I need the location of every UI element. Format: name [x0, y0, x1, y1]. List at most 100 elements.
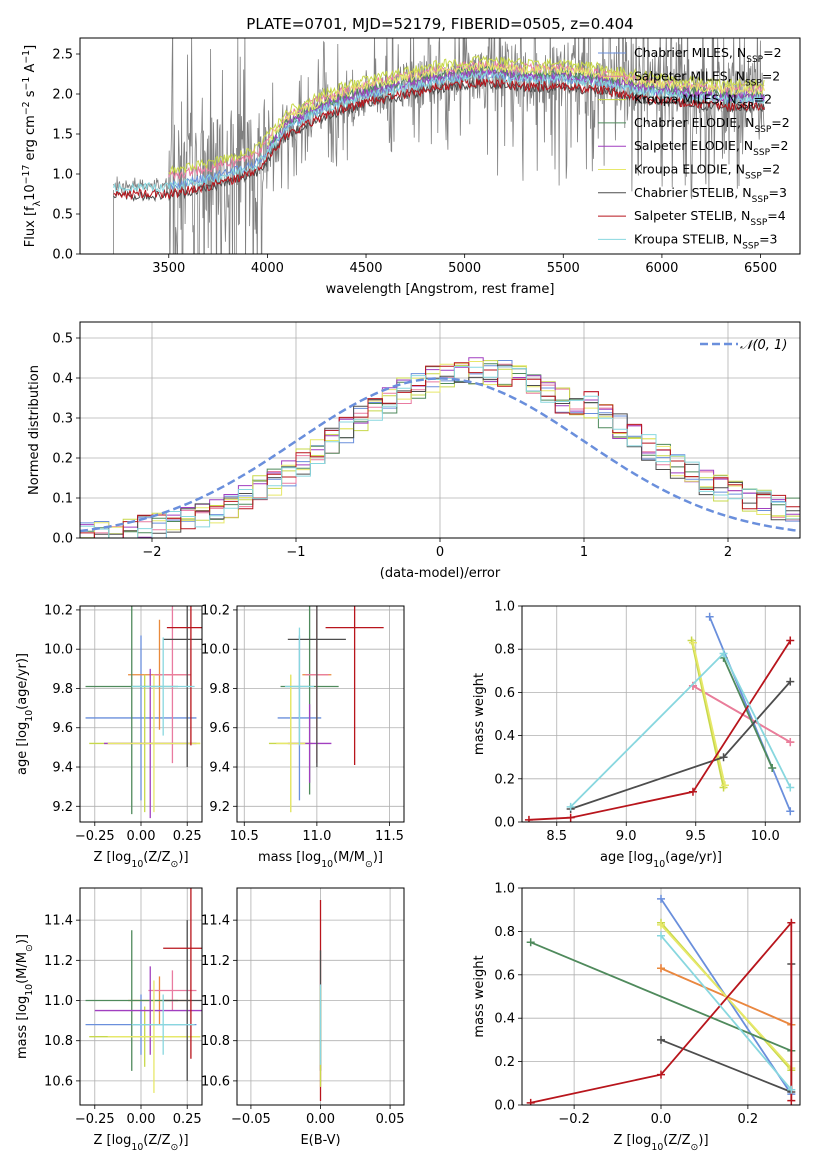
- y-axis-label-main: mass [log: [15, 996, 30, 1059]
- x-axis-label-main: (data-model)/error: [380, 566, 501, 581]
- x-tick-label: 5000: [448, 261, 481, 276]
- y-axis-label-units: erg cm: [23, 115, 38, 164]
- x-axis-label-close: )]: [373, 850, 383, 865]
- y-tick-label: 0.5: [52, 208, 73, 223]
- figure-title: PLATE=0701, MJD=52179, FIBERID=0505, z=0…: [246, 15, 633, 33]
- y-tick-label: 2.5: [52, 48, 73, 63]
- plot-area: [113, 38, 765, 254]
- legend-label-tail: =2: [763, 45, 781, 60]
- y-tick-label: 0.0: [52, 532, 73, 547]
- y-tick-label: 0.1: [52, 492, 73, 507]
- y-axis-label-main: Normed distribution: [27, 365, 42, 495]
- y-tick-label: 0.5: [52, 332, 73, 347]
- legend-label: Salpeter MILES, N: [634, 68, 745, 83]
- y-tick-label: 0.0: [494, 1099, 515, 1114]
- plot-area: [522, 606, 800, 822]
- x-axis-label-main: E(B-V): [300, 1133, 340, 1148]
- x-axis-label-sub: 10: [321, 859, 333, 870]
- weight-marker: [566, 813, 575, 822]
- legend-label-tail: =4: [767, 208, 785, 223]
- y-tick-label: 11.0: [44, 994, 73, 1009]
- weight-marker: [657, 1070, 665, 1079]
- weight-marker: [787, 1096, 796, 1105]
- x-tick-label: 8.5: [546, 829, 567, 844]
- y-tick-label: 9.2: [52, 800, 73, 815]
- panel-weight_vs_age: 8.5 9.0 9.5 10.0 0.0 0.2 0.4 0.6 0.8 1.0 age [log1…: [472, 600, 801, 870]
- y-tick-label: 11.2: [44, 954, 73, 969]
- y-axis-label-exp3: −1: [21, 77, 32, 91]
- x-tick-label: 3500: [152, 261, 185, 276]
- x-axis-label-main: Z [log: [93, 850, 131, 865]
- x-axis-label: E(B-V): [300, 1133, 340, 1148]
- legend-label-sub: SSP: [754, 125, 771, 135]
- x-tick-label: 0.0: [651, 1112, 672, 1127]
- y-axis-label-sub: 10: [24, 710, 35, 722]
- x-axis-label-main: Z [log: [93, 1133, 131, 1148]
- x-axis-label-sub2: ⊙: [365, 859, 373, 870]
- x-axis-label-close: )]: [698, 1133, 708, 1148]
- weight-marker: [719, 649, 728, 658]
- weight-marker: [657, 894, 665, 903]
- y-axis-label-rest: (M/M: [15, 952, 30, 984]
- panel-weight_vs_Z: −0.2 0.0 0.2 0.0 0.2 0.4 0.6 0.8 1.0 Z [log10(Z/Z…: [472, 882, 801, 1153]
- legend-label-sub: SSP: [742, 241, 759, 251]
- weight-marker: [786, 738, 795, 747]
- plot-area: [80, 322, 800, 538]
- y-axis-label-main: age [log: [15, 722, 30, 775]
- legend-label-sub: SSP: [746, 55, 763, 65]
- y-axis-label: mass [log10(M/M⊙)]: [15, 934, 35, 1059]
- y-axis-label: Flux [fλ10−17 erg cm−2 s−1 A−1]: [21, 45, 43, 247]
- y-tick-label: 1.0: [52, 168, 73, 183]
- y-tick-label: 10.8: [201, 1034, 230, 1049]
- y-tick-label: 11.2: [201, 954, 230, 969]
- weight-marker: [705, 612, 714, 621]
- x-tick-label: 11.5: [375, 829, 404, 844]
- legend-label: Salpeter STELIB, N: [634, 208, 750, 223]
- y-tick-label: 10.2: [201, 603, 230, 618]
- x-axis-label-sub2: ⊙: [171, 1142, 179, 1153]
- weight-marker: [786, 636, 795, 645]
- x-tick-label: 0.05: [376, 1112, 405, 1127]
- legend-label-sub: SSP: [745, 78, 762, 88]
- y-axis-label-main: mass weight: [472, 673, 487, 755]
- weight-line-5: [722, 657, 774, 769]
- weight-line-6: [660, 964, 793, 1094]
- x-tick-label: 6000: [645, 261, 678, 276]
- y-axis-label-exp4: −1: [21, 50, 32, 64]
- weight-marker: [524, 815, 533, 822]
- panel-age_vs_Z: −0.25 0.00 0.259.29.49.69.810.010.2Z [log1…: [15, 603, 203, 870]
- x-axis-label: Z [log10(Z/Z⊙)]: [613, 1133, 708, 1153]
- weight-line-7: [528, 640, 792, 821]
- y-tick-label: 9.6: [52, 721, 73, 736]
- histogram-step-7: [80, 362, 800, 538]
- x-axis-label-sub: 10: [131, 1142, 143, 1153]
- weight-marker: [566, 802, 575, 811]
- x-tick-label: 1: [580, 545, 588, 560]
- x-axis-label: Z [log10(Z/Z⊙)]: [93, 1133, 188, 1153]
- x-tick-label: −1: [286, 545, 305, 560]
- x-tick-label: 4500: [349, 261, 382, 276]
- x-axis-label-close: )]: [178, 850, 188, 865]
- legend-label-sub: SSP: [737, 102, 754, 112]
- y-tick-label: 9.8: [209, 682, 230, 697]
- y-tick-label: 0.4: [52, 372, 73, 387]
- axes-frame: [79, 605, 203, 823]
- legend-label: Kroupa STELIB, N: [634, 231, 742, 246]
- x-tick-label: 0.00: [306, 1112, 335, 1127]
- axes-frame: [79, 887, 203, 1106]
- y-tick-label: 10.2: [44, 603, 73, 618]
- y-axis-label-rest: 10: [23, 184, 38, 201]
- x-tick-label: 0.25: [173, 829, 202, 844]
- x-axis-label-main: mass [log: [258, 850, 321, 865]
- y-axis-label-A: A: [23, 64, 38, 77]
- y-tick-label: 1.0: [494, 882, 515, 897]
- plot-area: [80, 888, 202, 1105]
- x-tick-label: 11.0: [302, 829, 331, 844]
- x-tick-label: −0.25: [75, 1112, 115, 1127]
- legend-label-tail: =2: [762, 162, 780, 177]
- legend-label: Chabrier ELODIE, N: [634, 115, 754, 130]
- x-axis-label-main: age [log: [600, 850, 653, 865]
- x-tick-label: −0.25: [75, 829, 115, 844]
- legend-label: Chabrier MILES, N: [634, 45, 746, 60]
- y-tick-label: 0.2: [494, 1055, 515, 1070]
